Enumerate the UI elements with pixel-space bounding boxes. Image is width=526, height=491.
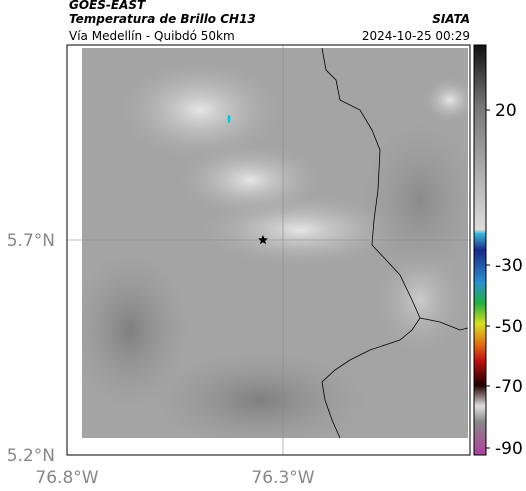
- colorbar-label: -70: [495, 377, 523, 397]
- datetime-label: 2024-10-25 00:29: [362, 29, 470, 43]
- satellite-title: GOES-EAST: [69, 0, 146, 12]
- product-title: Temperatura de Brillo CH13: [69, 12, 256, 26]
- source-label: SIATA: [432, 12, 470, 26]
- colorbar-label: -50: [495, 317, 523, 337]
- lon-label: 76.3°W: [251, 468, 314, 488]
- satellite-image: [82, 48, 468, 438]
- lon-label: 76.8°W: [35, 468, 98, 488]
- colorbar-ticks: [486, 109, 490, 449]
- colorbar: [473, 44, 487, 456]
- lat-label: 5.7°N: [7, 231, 55, 251]
- location-marker: [258, 235, 268, 245]
- lat-label: 5.2°N: [7, 446, 55, 466]
- colorbar-label: -90: [495, 439, 523, 459]
- colorbar-label: 20: [495, 101, 517, 121]
- map-frame: [66, 44, 471, 456]
- location-label: Vía Medellín - Quibdó 50km: [69, 29, 235, 43]
- colorbar-label: -30: [495, 256, 523, 276]
